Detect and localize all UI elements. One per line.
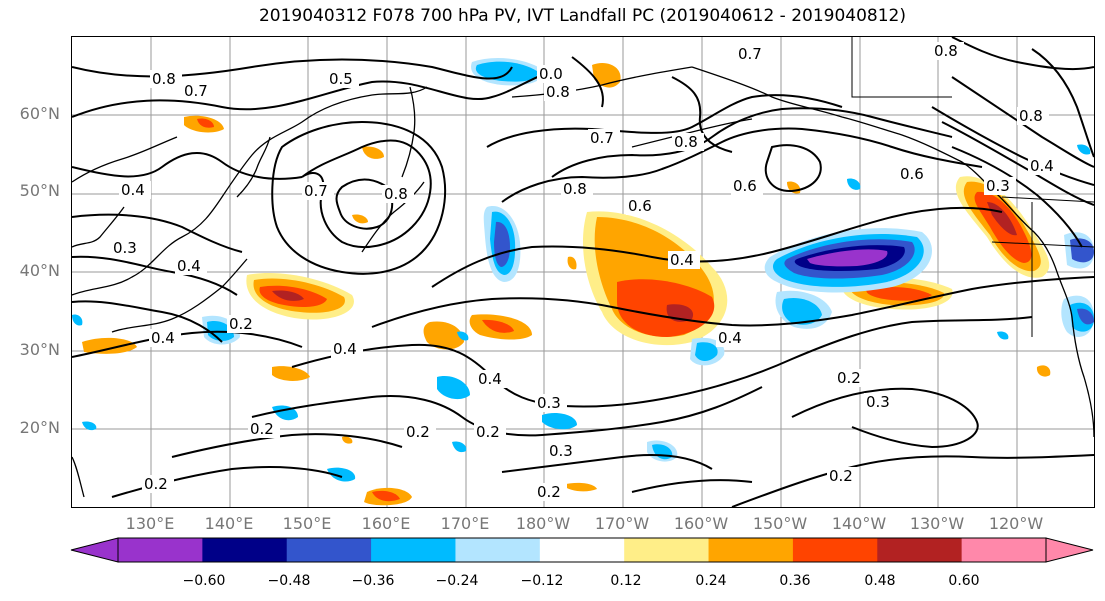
contour-label: 0.3 [537, 394, 561, 412]
contour-label: 0.3 [866, 393, 890, 411]
contour-label: 0.2 [229, 315, 253, 333]
contour-label: 0.2 [406, 423, 430, 441]
contour-label: 0.4 [718, 329, 742, 347]
contour-label: 0.4 [333, 340, 357, 358]
colorbar-bin [624, 538, 710, 562]
contour-label: 0.7 [304, 182, 328, 200]
contour-label: 0.4 [670, 251, 694, 269]
lon-label-170e: 170°E [440, 514, 490, 533]
contour-label: 0.2 [837, 369, 861, 387]
contour-label: 0.8 [934, 42, 958, 60]
colorbar-bin [286, 538, 372, 562]
contour-label: 0.2 [250, 420, 274, 438]
lat-label-30n: 30°N [19, 340, 60, 359]
contour-label: 0.0 [539, 65, 563, 83]
contour-label: 0.8 [546, 83, 570, 101]
colorbar-tick: −0.12 [520, 573, 564, 589]
colorbar-tick: 0.24 [695, 573, 727, 589]
contour-label: 0.7 [184, 82, 208, 100]
colorbar-bin [118, 538, 203, 562]
lon-label-150e: 150°E [282, 514, 332, 533]
colorbar-bins [118, 538, 1047, 562]
lon-label-160e: 160°E [361, 514, 411, 533]
contour-label: 0.2 [537, 483, 561, 501]
colorbar-bin [371, 538, 456, 562]
colorbar-bin [708, 538, 794, 562]
colorbar-under-triangle [70, 537, 119, 563]
colorbar-tick: 0.12 [610, 573, 642, 589]
contour-label: 0.8 [152, 70, 176, 88]
contour-label: 0.4 [121, 181, 145, 199]
lon-label-180w: 180°W [515, 514, 571, 533]
contour-label: 0.6 [900, 165, 924, 183]
lon-label-140w: 140°W [831, 514, 887, 533]
contour-label: 0.2 [476, 423, 500, 441]
colorbar-tick: −0.24 [435, 573, 479, 589]
contour-label: 0.2 [144, 475, 168, 493]
contour-label: 0.6 [733, 177, 757, 195]
lon-label-120w: 120°W [988, 514, 1044, 533]
contour-label: 0.2 [829, 467, 853, 485]
borders [851, 37, 1094, 337]
lon-label-150w: 150°W [752, 514, 808, 533]
lat-label-50n: 50°N [19, 181, 60, 200]
lat-label-40n: 40°N [19, 261, 60, 280]
contour-label: 0.8 [1019, 107, 1043, 125]
colorbar-over-triangle [1045, 537, 1094, 563]
contour-label: 0.4 [151, 329, 175, 347]
lon-label-130e: 130°E [125, 514, 175, 533]
colorbar-tick: 0.60 [948, 573, 980, 589]
contour-label: 0.5 [329, 70, 353, 88]
colorbar-bin [792, 538, 878, 562]
colorbar-tick: −0.48 [267, 573, 311, 589]
negative-anomaly-fills [72, 57, 1094, 482]
colorbar-outline [117, 537, 1047, 563]
contour-label: 0.8 [563, 180, 587, 198]
contour-label: 0.3 [986, 177, 1010, 195]
colorbar-bin [539, 538, 625, 562]
contour-label: 0.7 [590, 129, 614, 147]
contour-label: 0.8 [674, 133, 698, 151]
contour-label: 0.4 [478, 370, 502, 388]
colorbar-bin [455, 538, 541, 562]
colorbar-tick: −0.60 [182, 573, 226, 589]
colorbar-tick: 0.48 [864, 573, 896, 589]
colorbar-bin [961, 538, 1047, 562]
map-canvas: 0.8 0.7 0.5 0.0 0.8 0.7 0.8 0.8 0.7 0.4 … [72, 37, 1094, 507]
map-panel: 0.8 0.7 0.5 0.0 0.8 0.7 0.8 0.8 0.7 0.4 … [71, 36, 1095, 508]
contour-label: 0.8 [384, 185, 408, 203]
contour-label: 0.7 [738, 45, 762, 63]
contour-label: 0.6 [628, 197, 652, 215]
colorbar-bin [877, 538, 963, 562]
colorbar-bin [202, 538, 288, 562]
contour-label: 0.3 [549, 442, 573, 460]
lon-label-130w: 130°W [909, 514, 965, 533]
contour-label: 0.4 [1030, 157, 1054, 175]
lon-label-160w: 160°W [673, 514, 729, 533]
map-title: 2019040312 F078 700 hPa PV, IVT Landfall… [258, 6, 906, 26]
colorbar-tick: 0.36 [779, 573, 811, 589]
lat-label-60n: 60°N [19, 104, 60, 123]
contour-label: 0.4 [177, 257, 201, 275]
contour-labels: 0.8 0.7 0.5 0.0 0.8 0.7 0.8 0.8 0.7 0.4 … [111, 42, 1060, 501]
lon-label-140e: 140°E [204, 514, 254, 533]
lat-label-20n: 20°N [19, 418, 60, 437]
lon-label-170w: 170°W [594, 514, 650, 533]
colorbar-tick: −0.36 [351, 573, 395, 589]
contour-label: 0.3 [113, 239, 137, 257]
